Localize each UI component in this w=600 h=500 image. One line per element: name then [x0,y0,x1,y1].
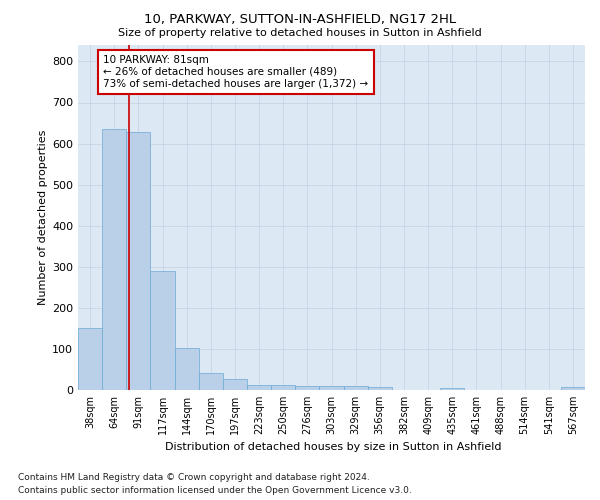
Bar [271,385,295,390]
Bar [126,132,151,390]
Bar [78,328,102,390]
Text: 10 PARKWAY: 81sqm
← 26% of detached houses are smaller (489)
73% of semi-detache: 10 PARKWAY: 81sqm ← 26% of detached hous… [103,56,368,88]
Bar [223,378,247,390]
Text: Size of property relative to detached houses in Sutton in Ashfield: Size of property relative to detached ho… [118,28,482,38]
Text: 10, PARKWAY, SUTTON-IN-ASHFIELD, NG17 2HL: 10, PARKWAY, SUTTON-IN-ASHFIELD, NG17 2H… [144,12,456,26]
Text: Distribution of detached houses by size in Sutton in Ashfield: Distribution of detached houses by size … [165,442,501,452]
Bar [102,129,126,390]
Bar [247,385,271,390]
Bar [561,387,585,390]
Bar [440,388,464,390]
Bar [344,386,368,390]
Bar [151,271,175,390]
Bar [295,386,319,390]
Bar [199,373,223,390]
Text: Contains HM Land Registry data © Crown copyright and database right 2024.: Contains HM Land Registry data © Crown c… [18,472,370,482]
Text: Contains public sector information licensed under the Open Government Licence v3: Contains public sector information licen… [18,486,412,495]
Bar [368,386,392,390]
Bar [175,348,199,390]
Y-axis label: Number of detached properties: Number of detached properties [38,130,48,305]
Bar [319,386,344,390]
